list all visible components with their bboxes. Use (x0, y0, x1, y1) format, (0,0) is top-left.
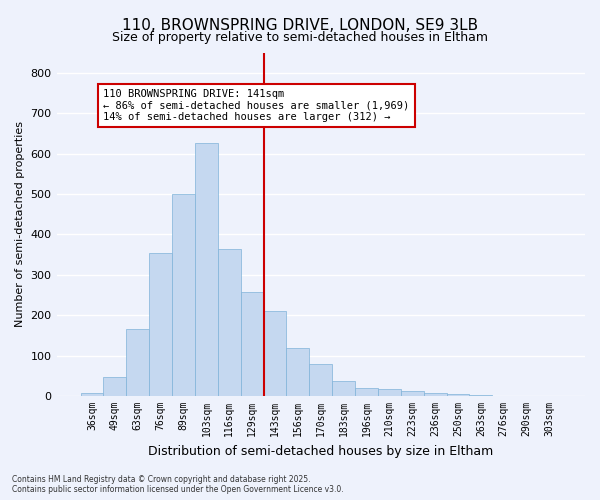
Bar (355, 388, 378, 396)
Text: Size of property relative to semi-detached houses in Eltham: Size of property relative to semi-detach… (112, 31, 488, 44)
Bar (103, 377, 127, 396)
Bar (263, 311, 286, 396)
Bar (469, 395, 493, 396)
Bar (401, 391, 424, 396)
Bar (424, 393, 446, 396)
Bar (218, 250, 241, 396)
Bar (378, 389, 401, 396)
Y-axis label: Number of semi-detached properties: Number of semi-detached properties (15, 122, 25, 328)
Text: 110 BROWNSPRING DRIVE: 141sqm
← 86% of semi-detached houses are smaller (1,969)
: 110 BROWNSPRING DRIVE: 141sqm ← 86% of s… (103, 89, 410, 122)
Bar (172, 194, 195, 396)
Text: 110, BROWNSPRING DRIVE, LONDON, SE9 3LB: 110, BROWNSPRING DRIVE, LONDON, SE9 3LB (122, 18, 478, 32)
Bar (127, 330, 149, 396)
Bar (286, 348, 310, 396)
Bar (241, 292, 263, 396)
Bar (149, 254, 172, 396)
Bar (332, 381, 355, 396)
Bar (446, 394, 469, 396)
Bar (310, 364, 332, 396)
Text: Contains HM Land Registry data © Crown copyright and database right 2025.
Contai: Contains HM Land Registry data © Crown c… (12, 474, 344, 494)
Bar (80, 393, 103, 396)
Bar (195, 144, 218, 396)
X-axis label: Distribution of semi-detached houses by size in Eltham: Distribution of semi-detached houses by … (148, 444, 493, 458)
